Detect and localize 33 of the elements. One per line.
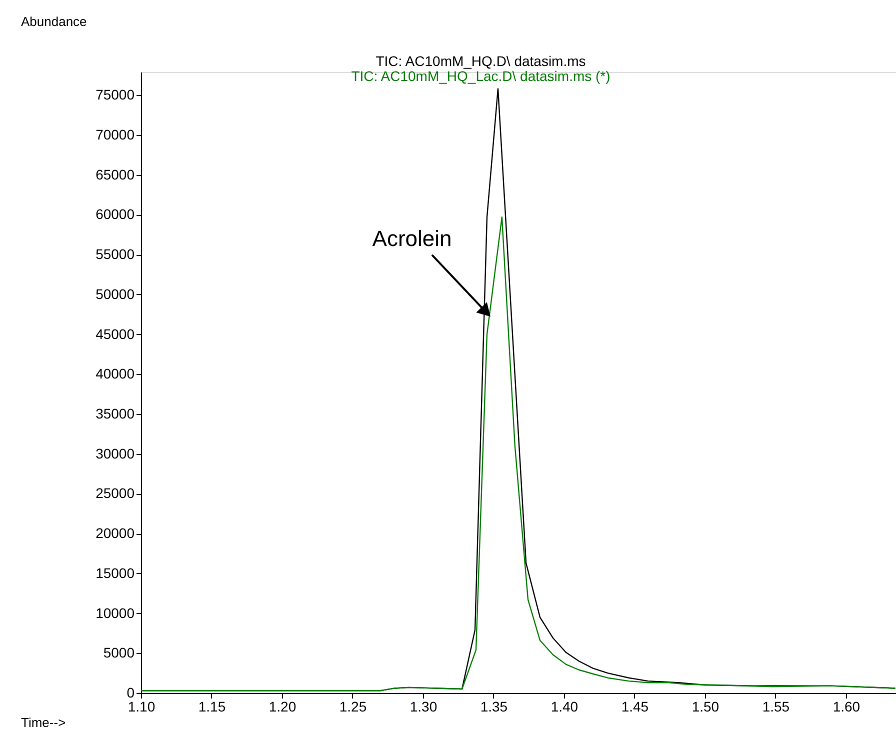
y-tick-label: 75000 bbox=[96, 86, 135, 103]
x-tick-label: 1.10 bbox=[128, 698, 156, 714]
x-tick-label: 1.50 bbox=[692, 698, 720, 714]
y-tick-label: 0 bbox=[126, 684, 135, 700]
annotation: Acrolein bbox=[372, 226, 452, 251]
y-axis-title: Abundance bbox=[21, 14, 87, 29]
y-tick-label: 25000 bbox=[96, 485, 135, 502]
x-tick-label: 1.25 bbox=[339, 698, 367, 714]
x-tick-label: 1.45 bbox=[621, 698, 649, 714]
y-tick-label: 65000 bbox=[96, 166, 135, 182]
y-tick-label: 15000 bbox=[96, 564, 135, 581]
x-axis-title: Time--> bbox=[21, 715, 66, 730]
line-series bbox=[140, 216, 896, 692]
x-tick-label: 1.40 bbox=[550, 698, 578, 714]
y-tick-label: 40000 bbox=[96, 366, 135, 382]
y-tick-label: 55000 bbox=[96, 246, 135, 262]
x-tick-label: 1.30 bbox=[410, 698, 438, 714]
x-tick-label: 1.15 bbox=[198, 698, 226, 714]
y-tick-label: 70000 bbox=[96, 126, 135, 142]
y-tick-label: 5000 bbox=[103, 644, 135, 661]
x-tick-label: 1.35 bbox=[480, 698, 508, 714]
y-tick-label: 30000 bbox=[96, 445, 135, 462]
y-tick-label: 50000 bbox=[96, 286, 135, 302]
y-tick-label: 20000 bbox=[96, 525, 135, 542]
x-tick-label: 1.60 bbox=[832, 698, 860, 714]
y-tick-label: 35000 bbox=[96, 405, 135, 422]
text: TIC: AC10mM_HQ.D\ datasim.ms bbox=[376, 53, 586, 69]
x-tick-label: 1.20 bbox=[268, 698, 296, 714]
y-tick-label: 10000 bbox=[96, 604, 135, 621]
y-tick-label: 60000 bbox=[96, 206, 135, 222]
text: TIC: AC10mM_HQ_Lac.D\ datasim.ms (*) bbox=[351, 68, 610, 84]
y-tick-label: 45000 bbox=[96, 326, 135, 342]
x-tick-label: 1.55 bbox=[762, 698, 790, 714]
